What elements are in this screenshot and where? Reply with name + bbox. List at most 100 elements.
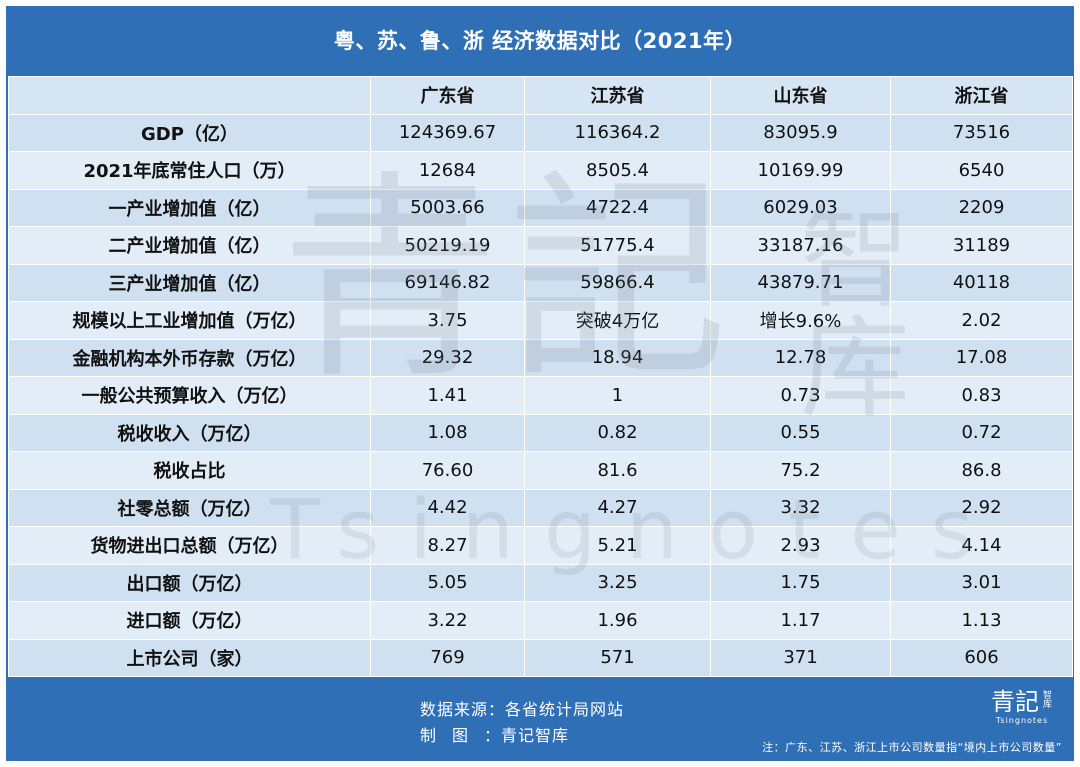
table-cell: 3.32	[710, 488, 891, 527]
table-row: 社零总额（万亿） 4.42 4.27 3.32 2.92	[8, 488, 1073, 527]
table-cell: 5.21	[524, 526, 711, 565]
column-header: 广东省	[370, 76, 525, 115]
table-row: GDP（亿） 124369.67 116364.2 83095.9 73516	[8, 113, 1073, 152]
table-cell: 突破4万亿	[524, 301, 711, 340]
table-row: 上市公司（家） 769 571 371 606	[8, 638, 1073, 677]
table-cell: 1.13	[890, 601, 1073, 640]
table-cell: 17.08	[890, 338, 1073, 377]
table-cell: 124369.67	[370, 113, 525, 152]
table-cell: 116364.2	[524, 113, 711, 152]
row-label: 税收占比	[8, 451, 371, 490]
table-cell: 75.2	[710, 451, 891, 490]
table-cell: 3.75	[370, 301, 525, 340]
table-cell: 0.55	[710, 413, 891, 452]
table-cell: 2.93	[710, 526, 891, 565]
table-cell: 8.27	[370, 526, 525, 565]
table-cell: 86.8	[890, 451, 1073, 490]
table-cell: 83095.9	[710, 113, 891, 152]
table-row: 一产业增加值（亿） 5003.66 4722.4 6029.03 2209	[8, 188, 1073, 227]
data-table: 广东省 江苏省 山东省 浙江省 GDP（亿） 124369.67 116364.2 83095…	[8, 76, 1073, 677]
table-row: 税收占比 76.60 81.6 75.2 86.8	[8, 451, 1073, 490]
table-cell: 5003.66	[370, 188, 525, 227]
table-cell: 2209	[890, 188, 1073, 227]
column-header: 山东省	[710, 76, 891, 115]
table-row: 三产业增加值（亿） 69146.82 59866.4 43879.71 40118	[8, 263, 1073, 302]
maker-label-2: 图	[452, 726, 470, 745]
table-row: 税收收入（万亿） 1.08 0.82 0.55 0.72	[8, 413, 1073, 452]
data-source-text: 数据来源：各省统计局网站	[420, 700, 625, 719]
table-cell: 571	[524, 638, 711, 677]
table-cell: 371	[710, 638, 891, 677]
row-label: 货物进出口总额（万亿）	[8, 526, 371, 565]
logo-english-text: Tsingnotes	[995, 716, 1049, 725]
row-label: 上市公司（家）	[8, 638, 371, 677]
table-cell: 43879.71	[710, 263, 891, 302]
table-cell: 81.6	[524, 451, 711, 490]
row-label: 2021年底常住人口（万）	[8, 151, 371, 190]
table-row: 出口额（万亿） 5.05 3.25 1.75 3.01	[8, 563, 1073, 602]
row-label: 一产业增加值（亿）	[8, 188, 371, 227]
row-label: 规模以上工业增加值（万亿）	[8, 301, 371, 340]
column-header	[8, 76, 371, 115]
table-cell: 6029.03	[710, 188, 891, 227]
table-cell: 12684	[370, 151, 525, 190]
row-label: 二产业增加值（亿）	[8, 226, 371, 265]
table-cell: 29.32	[370, 338, 525, 377]
table-cell: 51775.4	[524, 226, 711, 265]
table-cell: 10169.99	[710, 151, 891, 190]
table-cell: 31189	[890, 226, 1073, 265]
table-cell: 50219.19	[370, 226, 525, 265]
row-label: 金融机构本外币存款（万亿）	[8, 338, 371, 377]
row-label: 出口额（万亿）	[8, 563, 371, 602]
row-label: GDP（亿）	[8, 113, 371, 152]
table-cell: 2.92	[890, 488, 1073, 527]
table-cell: 增长9.6%	[710, 301, 891, 340]
table-cell: 0.72	[890, 413, 1073, 452]
table-cell: 606	[890, 638, 1073, 677]
footnote: 注：广东、江苏、浙江上市公司数量指“境内上市公司数量”	[762, 741, 1062, 754]
table-cell: 0.83	[890, 376, 1073, 415]
row-label: 社零总额（万亿）	[8, 488, 371, 527]
table-cell: 59866.4	[524, 263, 711, 302]
table-cell: 6540	[890, 151, 1073, 190]
table-row: 进口额（万亿） 3.22 1.96 1.17 1.13	[8, 601, 1073, 640]
brand-logo: 青記 智库 Tsingnotes	[990, 690, 1054, 725]
table-row: 二产业增加值（亿） 50219.19 51775.4 33187.16 31189	[8, 226, 1073, 265]
table-header-row: 广东省 江苏省 山东省 浙江省	[8, 76, 1073, 115]
page-title: 粤、苏、鲁、浙 经济数据对比（2021年）	[333, 29, 747, 53]
logo-side-text: 智库	[1041, 690, 1051, 708]
table-cell: 5.05	[370, 563, 525, 602]
row-label: 一般公共预算收入（万亿）	[8, 376, 371, 415]
table-cell: 4.27	[524, 488, 711, 527]
table-cell: 1	[524, 376, 711, 415]
column-header: 江苏省	[524, 76, 711, 115]
table-cell: 1.17	[710, 601, 891, 640]
table-cell: 3.25	[524, 563, 711, 602]
row-label: 进口额（万亿）	[8, 601, 371, 640]
footer: 数据来源：各省统计局网站 制图 ：青记智库 青記 智库 Tsingnotes 注：广…	[6, 678, 1074, 761]
table-cell: 76.60	[370, 451, 525, 490]
table-cell: 1.08	[370, 413, 525, 452]
table-cell: 769	[370, 638, 525, 677]
table-cell: 3.01	[890, 563, 1073, 602]
logo-main-text: 青記	[991, 688, 1039, 716]
table-row: 货物进出口总额（万亿） 8.27 5.21 2.93 4.14	[8, 526, 1073, 565]
table-cell: 4.42	[370, 488, 525, 527]
table-cell: 3.22	[370, 601, 525, 640]
table-row: 2021年底常住人口（万） 12684 8505.4 10169.99 6540	[8, 151, 1073, 190]
table-cell: 8505.4	[524, 151, 711, 190]
table-cell: 40118	[890, 263, 1073, 302]
table-cell: 33187.16	[710, 226, 891, 265]
table-row: 金融机构本外币存款（万亿） 29.32 18.94 12.78 17.08	[8, 338, 1073, 377]
table-cell: 1.96	[524, 601, 711, 640]
row-label: 税收收入（万亿）	[8, 413, 371, 452]
table-cell: 0.73	[710, 376, 891, 415]
table-cell: 73516	[890, 113, 1073, 152]
table-cell: 1.41	[370, 376, 525, 415]
table-cell: 69146.82	[370, 263, 525, 302]
table-row: 规模以上工业增加值（万亿） 3.75 突破4万亿 增长9.6% 2.02	[8, 301, 1073, 340]
table-cell: 2.02	[890, 301, 1073, 340]
table-cell: 4.14	[890, 526, 1073, 565]
table-cell: 4722.4	[524, 188, 711, 227]
table-row: 一般公共预算收入（万亿） 1.41 1 0.73 0.83	[8, 376, 1073, 415]
